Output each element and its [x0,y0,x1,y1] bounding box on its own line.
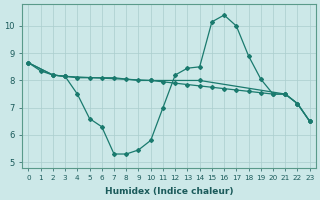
X-axis label: Humidex (Indice chaleur): Humidex (Indice chaleur) [105,187,233,196]
